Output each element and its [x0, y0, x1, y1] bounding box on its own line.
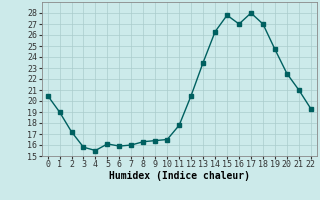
- X-axis label: Humidex (Indice chaleur): Humidex (Indice chaleur): [109, 171, 250, 181]
